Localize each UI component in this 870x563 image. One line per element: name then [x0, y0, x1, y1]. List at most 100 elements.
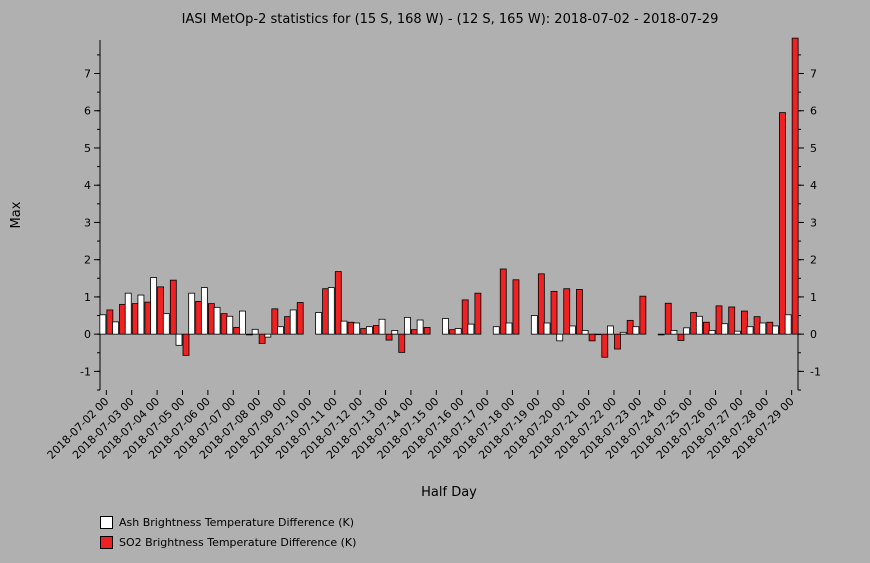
bar-so2	[360, 328, 368, 335]
y-tick-label-left: 1	[84, 291, 91, 304]
bar-ash	[467, 323, 475, 335]
bar-ash	[657, 333, 665, 336]
bar-so2	[614, 333, 621, 350]
y-tick-label-right: 0	[810, 328, 817, 341]
bar-ash	[124, 292, 132, 335]
y-tick-label-left: 5	[84, 142, 91, 155]
bar-so2	[766, 321, 774, 335]
bar-ash	[239, 310, 246, 335]
bar-ash	[391, 330, 399, 335]
bar-ash	[759, 322, 767, 335]
bar-ash	[416, 319, 424, 335]
bar-so2	[157, 286, 165, 335]
bar-ash	[340, 320, 348, 335]
bar-ash	[746, 326, 754, 335]
bar-ash	[607, 325, 614, 335]
y-tick-label-right: 5	[810, 142, 817, 155]
bar-ash	[556, 333, 564, 342]
y-tick-label-left: 0	[84, 328, 91, 341]
y-tick-label-left: 6	[84, 105, 91, 118]
bar-so2	[119, 303, 126, 335]
bar-ash	[619, 331, 627, 335]
bar-ash	[733, 330, 741, 335]
bar-so2	[258, 333, 266, 344]
bar-so2	[563, 288, 571, 335]
bar-ash	[162, 313, 170, 335]
bar-so2	[207, 303, 215, 335]
bar-so2	[169, 279, 177, 335]
bar-so2	[182, 333, 190, 356]
bar-ash	[632, 326, 640, 335]
bar-ash	[251, 328, 259, 335]
bar-so2	[372, 325, 380, 335]
bar-so2	[220, 313, 228, 335]
bar-so2	[639, 295, 647, 335]
legend-item-ash: Ash Brightness Temperature Difference (K…	[100, 512, 356, 532]
bar-ash	[200, 287, 208, 335]
bar-so2	[537, 273, 545, 335]
bar-so2	[677, 333, 685, 341]
bar-ash	[175, 333, 183, 346]
bar-so2	[512, 279, 520, 335]
y-axis-label: Max	[9, 201, 24, 228]
bar-so2	[296, 302, 304, 335]
bar-ash	[150, 277, 158, 335]
bar-ash	[404, 316, 411, 335]
bar-so2	[334, 271, 342, 335]
bar-ash	[708, 330, 716, 335]
bar-ash	[378, 318, 386, 335]
bar-ash	[442, 318, 449, 335]
bar-ash	[315, 312, 322, 335]
bar-so2	[233, 327, 241, 335]
bar-so2	[144, 301, 152, 335]
y-tick-label-right: 6	[810, 105, 817, 118]
bar-ash	[543, 322, 551, 335]
bar-so2	[753, 316, 761, 335]
bar-ash	[505, 322, 513, 335]
bar-so2	[474, 292, 482, 335]
bar-ash	[137, 294, 145, 335]
bar-ash	[695, 315, 703, 335]
y-tick-label-right: 7	[810, 68, 817, 81]
bar-so2	[740, 310, 748, 335]
bar-so2	[131, 303, 139, 335]
y-tick-label-left: -1	[80, 365, 91, 378]
bar-so2	[106, 309, 114, 335]
y-tick-label-left: 7	[84, 68, 91, 81]
bar-so2	[728, 306, 736, 335]
bar-ash	[683, 327, 691, 335]
bar-ash	[530, 315, 538, 335]
bar-so2	[550, 290, 558, 335]
bar-so2	[664, 302, 672, 335]
bar-ash	[277, 326, 284, 335]
y-tick-label-right: 2	[810, 254, 817, 267]
bar-ash	[581, 330, 589, 335]
bar-ash	[454, 328, 462, 335]
bar-ash	[365, 326, 373, 335]
legend: Ash Brightness Temperature Difference (K…	[100, 512, 356, 552]
bar-so2	[779, 112, 786, 335]
bar-so2	[461, 299, 469, 335]
legend-swatch-so2	[100, 535, 113, 549]
bar-ash	[264, 333, 272, 338]
chart-title: IASI MetOp-2 statistics for (15 S, 168 W…	[182, 12, 719, 27]
bar-ash	[327, 287, 335, 335]
bar-so2	[195, 300, 203, 335]
y-tick-label-right: 4	[810, 179, 817, 192]
bar-ash	[99, 314, 107, 335]
bar-ash	[721, 323, 729, 335]
bar-ash	[226, 315, 234, 335]
bar-so2	[284, 316, 291, 335]
bar-so2	[385, 333, 393, 341]
y-tick-label-right: -1	[810, 365, 821, 378]
bar-so2	[588, 333, 596, 342]
bar-ash	[112, 321, 119, 335]
bar-so2	[702, 321, 710, 335]
y-tick-label-right: 1	[810, 291, 817, 304]
y-tick-label-right: 3	[810, 216, 817, 229]
bar-ash	[569, 325, 576, 335]
bar-ash	[492, 326, 500, 335]
y-tick-label-left: 4	[84, 179, 91, 192]
